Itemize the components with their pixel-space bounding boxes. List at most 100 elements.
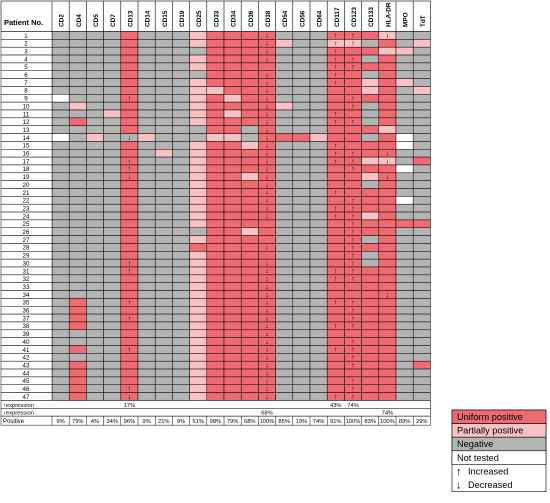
heatmap-cell <box>361 117 380 126</box>
summary-rows: ↑expression 17% 43% 74% ↓expression 68% 74% Pos… <box>0 400 431 426</box>
up-arrow-icon: ↑ <box>351 229 355 236</box>
heatmap-cell <box>292 353 311 362</box>
heatmap-cell <box>412 62 431 72</box>
heatmap-cell <box>275 117 294 126</box>
heatmap-cell <box>240 345 259 354</box>
heatmap-cell <box>86 133 104 142</box>
heatmap-cell <box>326 125 345 134</box>
heatmap-cell <box>240 376 259 385</box>
heatmap-cell <box>412 258 431 268</box>
heatmap-cell <box>206 337 225 346</box>
heatmap-cell <box>240 368 259 378</box>
heatmap-cell <box>275 101 294 111</box>
heatmap-cell <box>223 321 242 331</box>
down-arrow-icon: ↓ <box>265 111 269 118</box>
heatmap-cell <box>86 188 104 197</box>
heatmap-cell <box>154 180 173 189</box>
up-arrow-icon: ↑ <box>351 237 355 244</box>
heatmap-cell <box>395 282 414 291</box>
heatmap-cell <box>275 313 294 323</box>
column-label: CD4 <box>76 14 83 27</box>
heatmap-cell <box>326 164 345 174</box>
column-label: CD2 <box>59 14 66 27</box>
heatmap-cell <box>86 274 104 283</box>
heatmap-cell <box>258 227 276 236</box>
heatmap-cell <box>86 109 104 119</box>
heatmap-cell <box>103 62 122 72</box>
positive-value: 79% <box>227 419 239 425</box>
heatmap-cell <box>223 282 242 291</box>
heatmap-cell <box>120 31 139 40</box>
heatmap-cell <box>120 141 139 150</box>
heatmap-cell <box>137 227 156 236</box>
down-arrow-icon: ↓ <box>265 331 269 338</box>
heatmap-cell <box>395 109 414 119</box>
up-arrow-icon: ↑ <box>334 347 338 354</box>
heatmap-cell <box>275 125 294 134</box>
heatmap-cell <box>103 149 122 158</box>
heatmap-cell <box>103 321 122 331</box>
heatmap-cell <box>378 274 397 283</box>
down-arrow-icon: ↓ <box>265 80 269 87</box>
heatmap-cell <box>240 125 259 134</box>
heatmap-cell <box>275 149 294 158</box>
heatmap-cell <box>275 211 294 221</box>
heatmap-cell <box>103 298 122 307</box>
heatmap-cell <box>309 46 328 56</box>
heatmap-cell <box>68 101 87 111</box>
heatmap-cell <box>395 306 414 315</box>
heatmap-cell <box>103 94 122 103</box>
heatmap-cell <box>189 39 208 48</box>
heatmap-cell <box>86 368 104 378</box>
heatmap-cell <box>86 329 104 338</box>
heatmap-cell <box>292 337 311 346</box>
summary-row-label: ↓expression <box>3 411 34 417</box>
down-arrow-icon: ↓ <box>265 72 269 79</box>
positive-row-label: Positive <box>3 419 25 425</box>
heatmap-cell <box>154 156 173 166</box>
heatmap-cell <box>172 46 190 56</box>
heatmap-cell <box>223 180 242 189</box>
heatmap-cell <box>240 258 259 268</box>
heatmap-cell <box>172 345 190 354</box>
row-label: 3 <box>24 48 28 55</box>
positive-value: 9% <box>177 419 185 425</box>
heatmap-cell <box>137 360 156 370</box>
heatmap-cell <box>120 46 139 56</box>
heatmap-cell <box>275 329 294 338</box>
positive-value: 9% <box>142 419 150 425</box>
heatmap-cell <box>68 141 87 150</box>
heatmap-cell <box>172 149 190 158</box>
down-arrow-icon: ↓ <box>265 378 269 385</box>
heatmap-cell <box>120 235 139 244</box>
row-label: 11 <box>23 111 30 118</box>
heatmap-cell <box>378 219 397 228</box>
heatmap-cell <box>137 329 156 338</box>
heatmap-cell <box>378 243 397 252</box>
heatmap-cell <box>86 258 104 268</box>
up-arrow-icon: ↑ <box>351 355 355 362</box>
heatmap-cell <box>154 141 173 150</box>
heatmap-cell <box>240 172 259 181</box>
up-arrow-icon: ↑ <box>334 213 338 220</box>
heatmap-cell <box>68 203 87 213</box>
heatmap-cell <box>103 188 122 197</box>
heatmap-cell <box>120 368 139 378</box>
heatmap-cell <box>51 46 70 56</box>
heatmap-cell <box>275 188 294 197</box>
heatmap-cell <box>240 329 259 338</box>
heatmap-cell <box>309 117 328 126</box>
heatmap-cell <box>68 258 87 268</box>
heatmap-cell <box>412 306 431 315</box>
heatmap-cell <box>154 251 173 260</box>
up-arrow-icon: ↑ <box>128 300 132 307</box>
heatmap-cell <box>412 54 431 64</box>
heatmap-cell <box>412 227 431 236</box>
heatmap-cell <box>189 321 208 331</box>
heatmap-cell <box>206 353 225 362</box>
heatmap-cell <box>189 266 208 276</box>
row-label: 33 <box>23 284 30 291</box>
heatmap-cell <box>68 39 87 48</box>
heatmap-cell <box>51 172 70 181</box>
